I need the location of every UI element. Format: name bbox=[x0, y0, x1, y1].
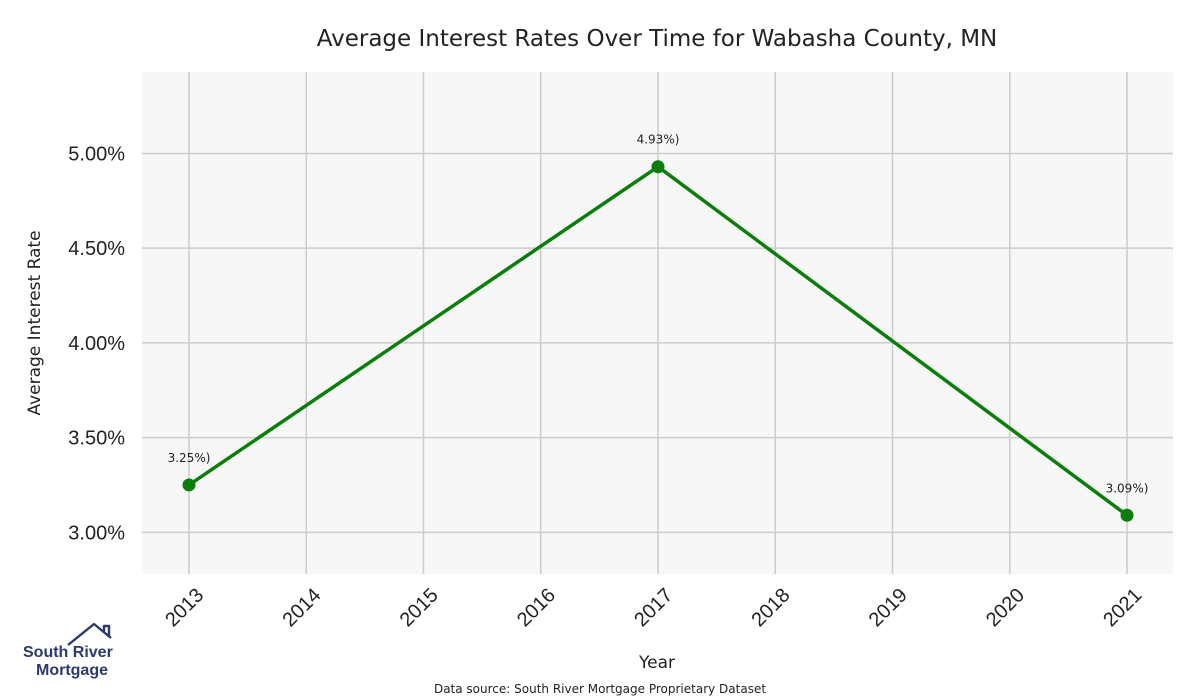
x-tick-label: 2015 bbox=[396, 584, 443, 631]
y-tick-label: 5.00% bbox=[68, 143, 125, 165]
data-point bbox=[651, 160, 665, 174]
x-tick-label: 2016 bbox=[513, 584, 560, 631]
data-labels: 3.25%) 4.93%) 3.09%) bbox=[168, 133, 1149, 496]
source-note: Data source: South River Mortgage Propri… bbox=[434, 682, 766, 696]
x-tick-labels: 2013 2014 2015 2016 2017 2018 2019 2020 2021 bbox=[161, 584, 1146, 631]
logo-line-2: Mortgage bbox=[36, 662, 108, 679]
y-axis-label: Average Interest Rate bbox=[25, 230, 45, 415]
x-tick-label: 2013 bbox=[161, 584, 208, 631]
grid-lines bbox=[142, 72, 1173, 574]
y-tick-labels: 3.00% 3.50% 4.00% 4.50% 5.00% bbox=[68, 143, 125, 544]
y-tick-label: 3.50% bbox=[68, 428, 125, 450]
y-tick-label: 4.50% bbox=[68, 238, 125, 260]
y-tick-label: 3.00% bbox=[68, 522, 125, 544]
x-tick-label: 2020 bbox=[982, 584, 1029, 631]
x-tick-label: 2017 bbox=[630, 584, 677, 631]
y-tick-label: 4.00% bbox=[68, 333, 125, 355]
data-point bbox=[1120, 508, 1134, 522]
chart-title: Average Interest Rates Over Time for Wab… bbox=[317, 26, 998, 52]
x-tick-label: 2014 bbox=[278, 584, 325, 631]
data-label: 4.93%) bbox=[637, 133, 680, 147]
logo-line-1: South River bbox=[23, 644, 113, 661]
data-label: 3.09%) bbox=[1106, 481, 1149, 495]
series-layer bbox=[182, 160, 1134, 522]
x-tick-label: 2019 bbox=[865, 584, 912, 631]
x-tick-label: 2021 bbox=[1099, 584, 1146, 631]
data-point bbox=[182, 478, 196, 492]
x-tick-label: 2018 bbox=[747, 584, 794, 631]
company-logo: South River Mortgage bbox=[23, 622, 113, 679]
house-roof-icon bbox=[67, 622, 112, 646]
data-label: 3.25%) bbox=[168, 451, 211, 465]
x-axis-label: Year bbox=[638, 653, 675, 673]
